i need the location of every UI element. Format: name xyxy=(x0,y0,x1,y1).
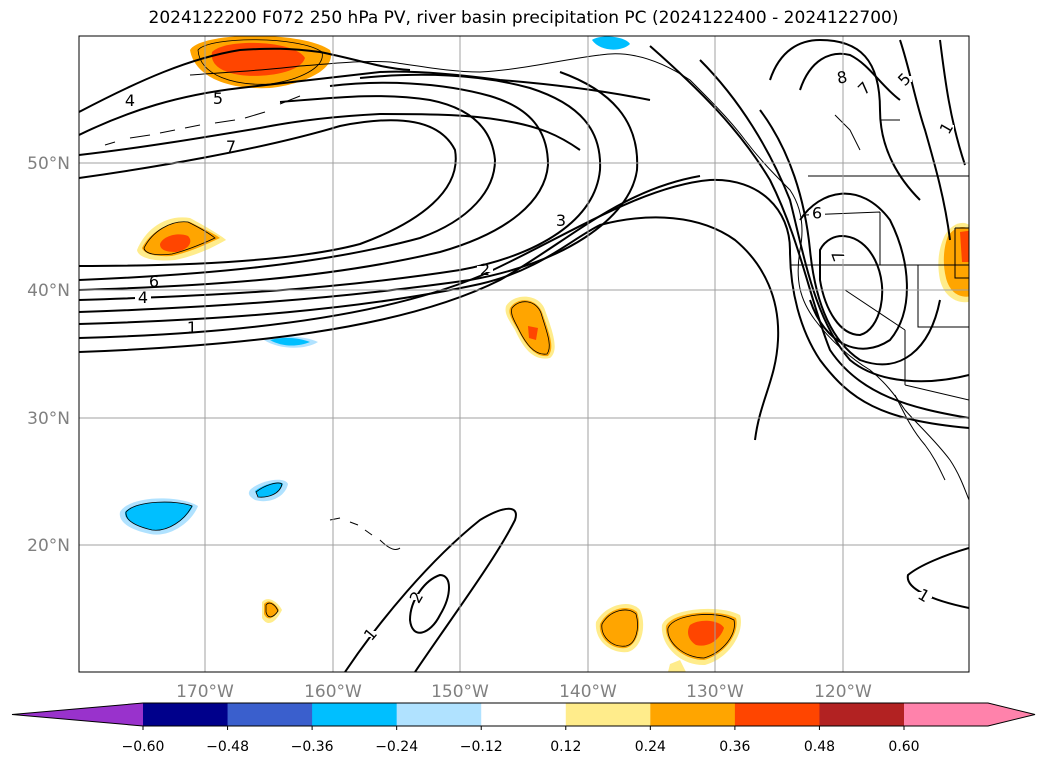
lon-tick-label: 150°W xyxy=(431,682,489,702)
canada-interior xyxy=(834,114,900,151)
contour-label: 7 xyxy=(226,137,236,156)
figure-title: 2024122200 F072 250 hPa PV, river basin … xyxy=(148,8,899,28)
pv-contour-1-southeast xyxy=(906,547,969,609)
precip-outline-central xyxy=(511,301,550,355)
pv-contour-8-top xyxy=(769,38,921,201)
contour-label: 1 xyxy=(187,318,197,337)
precip-outline-south-small xyxy=(265,602,279,618)
pv-contour-inner-loop xyxy=(79,119,457,267)
precip-blob-neg-alaska xyxy=(592,36,630,50)
pv-contours xyxy=(79,38,969,672)
lat-tick-label: 50°N xyxy=(27,154,70,174)
colorbar-tick-label: −0.60 xyxy=(122,739,165,755)
precip-outline-south-1 xyxy=(601,609,638,647)
precip-outline-north xyxy=(197,39,323,85)
contour-label: 3 xyxy=(556,211,566,230)
precip-blob-east-edge xyxy=(938,222,969,303)
colorbar-box xyxy=(734,703,820,726)
pv-contour-3 xyxy=(79,216,780,441)
pv-contour-1-east xyxy=(939,39,966,166)
alaska-coast xyxy=(189,53,746,141)
north-america-west-coast xyxy=(744,139,969,501)
pv-contour-top-loop xyxy=(799,52,901,101)
gridlines xyxy=(79,36,969,672)
baja-california xyxy=(894,394,946,481)
pv-contour-4-north xyxy=(79,47,411,113)
contour-label: 4 xyxy=(138,288,148,307)
coastlines xyxy=(104,53,969,551)
colorbar-tick-label: 0.12 xyxy=(550,739,581,755)
pv-contour-south-loop xyxy=(344,507,517,672)
colorbar-extend-max xyxy=(988,703,1035,726)
colorbar-tick-label: 0.36 xyxy=(719,739,750,755)
precip-outline-west xyxy=(143,221,216,256)
precip-blob-neg-small xyxy=(264,336,318,348)
precip-blob-south-1 xyxy=(595,603,644,653)
contour-label: 4 xyxy=(125,91,135,110)
colorbar-box xyxy=(565,703,651,726)
lon-tick-labels: 170°W 160°W 150°W 140°W 130°W 120°W xyxy=(176,682,872,702)
lat-tick-label: 20°N xyxy=(27,536,70,556)
precip-outlines xyxy=(125,39,735,659)
contour-label: 7 xyxy=(828,248,849,264)
colorbar-tick-label: 0.48 xyxy=(804,739,835,755)
colorbar-box xyxy=(227,703,313,726)
contour-label: 8 xyxy=(835,67,848,87)
lat-tick-labels: 50°N 40°N 30°N 20°N xyxy=(27,154,70,556)
colorbar-box xyxy=(481,703,567,726)
colorbar-tick-label: 0.60 xyxy=(888,739,919,755)
map-frame xyxy=(78,35,970,673)
pv-contour-loop-2 xyxy=(79,95,497,281)
contour-label: 9 xyxy=(812,203,822,222)
lat-tick-label: 30°N xyxy=(27,409,70,429)
contour-label: 2 xyxy=(480,260,490,279)
pv-contour-5-north xyxy=(79,70,651,136)
pv-contour-9 xyxy=(819,235,884,337)
aleutian-islands xyxy=(104,95,301,146)
lon-tick-label: 140°W xyxy=(559,682,617,702)
precip-blob-neg-small-2 xyxy=(248,479,288,502)
pv-contour-5-east xyxy=(899,39,951,241)
colorbar-tick-label: −0.24 xyxy=(375,739,418,755)
pv-contour-7-north xyxy=(79,112,581,156)
lon-tick-label: 170°W xyxy=(176,682,234,702)
pv-contour-coast-1 xyxy=(649,45,969,419)
pv-contour-7-east xyxy=(799,192,908,350)
hawaii-islands xyxy=(329,517,401,551)
contour-label: 5 xyxy=(213,89,223,108)
pv-contour-2 xyxy=(79,178,969,429)
colorbar-box xyxy=(650,703,736,726)
precip-blob-south-small xyxy=(262,599,282,624)
pv-contour-loop-3 xyxy=(79,81,550,291)
pv-contour-south-inner xyxy=(408,573,450,634)
colorbar-box xyxy=(904,703,988,726)
pv-contour-6 xyxy=(79,71,639,313)
lat-tick-label: 40°N xyxy=(27,281,70,301)
lon-tick-label: 130°W xyxy=(686,682,744,702)
colorbar-box xyxy=(143,703,229,726)
precip-outline-neg-small xyxy=(255,482,283,498)
precip-blob-west xyxy=(137,217,226,261)
colorbar-tick-label: −0.12 xyxy=(460,739,503,755)
lon-tick-label: 120°W xyxy=(814,682,872,702)
contour-label: 6 xyxy=(149,272,159,291)
contour-label: 2 xyxy=(406,588,428,606)
pv-contour-coast-2 xyxy=(699,59,969,383)
colorbar-tick-label: −0.36 xyxy=(291,739,334,755)
colorbar: −0.60 −0.48 −0.36 −0.24 −0.12 0.12 0.24 0.36 0.4… xyxy=(11,702,1036,755)
precip-outline-neg-hawaii xyxy=(125,501,193,531)
colorbar-box xyxy=(819,703,905,726)
east-edge-box xyxy=(954,227,969,279)
colorbar-box xyxy=(396,703,482,726)
precip-outline-south-2 xyxy=(667,614,735,659)
lon-tick-label: 160°W xyxy=(304,682,362,702)
precip-blob-central xyxy=(505,296,555,359)
pv-contour-coast-3 xyxy=(759,109,941,366)
state-borders xyxy=(790,211,969,401)
colorbar-box xyxy=(312,703,398,726)
colorbar-extend-min xyxy=(12,703,143,726)
colorbar-tick-label: −0.48 xyxy=(206,739,249,755)
colorbar-tick-label: 0.24 xyxy=(635,739,666,755)
